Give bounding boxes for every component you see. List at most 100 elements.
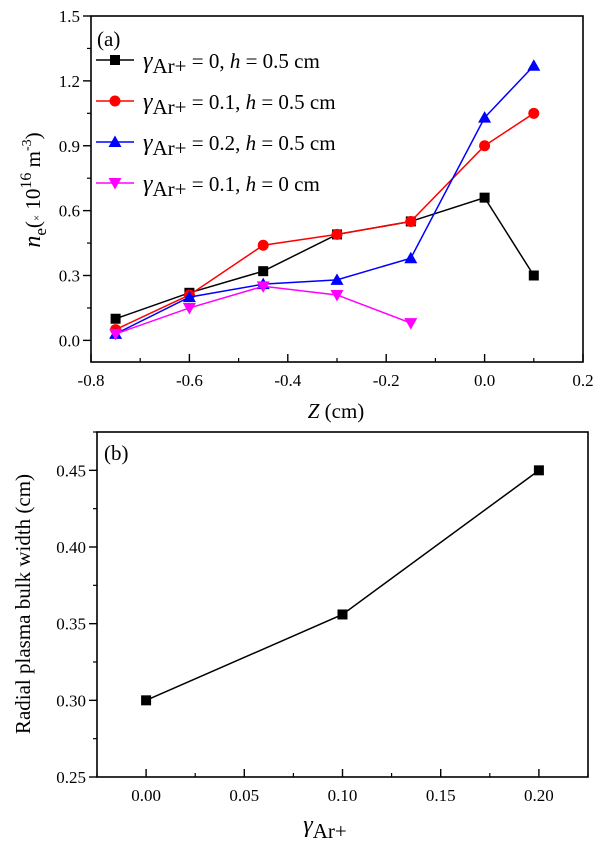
- y-axis-base: 10: [21, 189, 45, 215]
- series-triangle-down: [109, 281, 418, 341]
- data-point: [337, 609, 348, 620]
- legend-label: γAr+ = 0.1, h = 0 cm: [143, 171, 320, 201]
- data-point: [405, 215, 417, 227]
- data-point: [330, 289, 344, 302]
- series-line: [115, 285, 412, 335]
- legend-sub: Ar+: [152, 95, 186, 119]
- legend-item: γAr+ = 0.2, h = 0.5 cm: [96, 130, 336, 160]
- y-axis-title-b: Radial plasma bulk width (cm): [11, 474, 35, 734]
- y-tick-label: 0.45: [56, 461, 86, 480]
- legend-item: γAr+ = 0, h = 0.5 cm: [96, 48, 320, 78]
- data-point: [479, 140, 491, 152]
- y-tick-label: 0.35: [56, 615, 86, 634]
- y-tick-label: 1.2: [59, 72, 80, 91]
- data-point: [479, 192, 490, 203]
- y-tick-label: 0.25: [56, 768, 86, 787]
- x-axis-title-a: Z (cm): [308, 399, 365, 423]
- panel-b: 0.00 0.05 0.10 0.15 0.20 0.25 0.30 0.35 0.40 0.45…: [11, 431, 589, 843]
- legend-gamma: γ: [143, 48, 153, 74]
- x-axis-sub: Ar+: [313, 819, 347, 843]
- y-tick-label: 0.6: [59, 202, 80, 221]
- legend-h: h: [246, 172, 257, 196]
- data-point: [478, 111, 492, 123]
- ticks-a: -0.8 -0.6 -0.4 -0.2 0.0 0.2 0.0 0.3 0.6 0.9 1.2 1.5: [59, 7, 594, 390]
- legend-marker: [110, 55, 120, 65]
- legend-sub: Ar+: [152, 136, 186, 160]
- y-tick-label: 1.5: [59, 7, 80, 26]
- y-axis-times: ×: [31, 215, 43, 221]
- y-axis-close: ): [21, 132, 45, 139]
- data-point: [528, 107, 540, 119]
- data-point: [110, 313, 121, 324]
- data-point: [533, 465, 544, 476]
- x-tick-label: 0.2: [572, 371, 593, 390]
- y-tick-label: 0.0: [59, 331, 80, 350]
- x-axis-unit: (cm): [319, 399, 364, 423]
- plot-frame-b: [96, 431, 589, 778]
- x-axis-var: Z: [308, 399, 320, 423]
- legend-eq: = 0.1,: [186, 172, 245, 196]
- ticks-b: 0.00 0.05 0.10 0.15 0.20 0.25 0.30 0.35 0.40 0.45: [56, 431, 589, 805]
- x-tick-label: 0.15: [426, 786, 456, 805]
- data-point: [330, 273, 344, 285]
- y-axis-exp: 16: [18, 173, 35, 189]
- x-tick-label: 0.20: [524, 786, 554, 805]
- data-point: [182, 302, 196, 315]
- panel-label-b: (b): [104, 441, 129, 465]
- legend-sub: Ar+: [152, 54, 186, 78]
- y-axis-unit-exp: -3: [20, 139, 35, 151]
- series-line: [145, 469, 540, 702]
- data-point: [256, 281, 270, 293]
- x-tick-label: 0.10: [328, 786, 358, 805]
- legend-gamma: γ: [143, 171, 153, 197]
- y-axis-title-a: ne(× 1016 m-3): [18, 132, 50, 247]
- legend-rest: = 0.5 cm: [240, 49, 320, 73]
- y-axis-open: (: [21, 221, 45, 228]
- data-point: [404, 318, 418, 330]
- data-point: [257, 239, 269, 251]
- legend-item: γAr+ = 0.1, h = 0 cm: [96, 171, 320, 201]
- y-axis-sub: e: [31, 228, 50, 236]
- legend-label: γAr+ = 0.1, h = 0.5 cm: [143, 89, 336, 119]
- series-square: [141, 465, 544, 706]
- y-tick-label: 0.40: [56, 538, 86, 557]
- legend-label: γAr+ = 0.2, h = 0.5 cm: [143, 130, 336, 160]
- panel-a: -0.8 -0.6 -0.4 -0.2 0.0 0.2 0.0 0.3 0.6 0.9 1.2 1.5…: [18, 7, 594, 423]
- x-tick-label: -0.4: [274, 371, 301, 390]
- x-axis-title-b: γAr+: [303, 812, 346, 843]
- data-point: [182, 290, 196, 303]
- legend-h: h: [246, 131, 257, 155]
- x-tick-label: -0.6: [176, 371, 203, 390]
- data-point: [331, 228, 343, 240]
- x-tick-label: -0.2: [373, 371, 400, 390]
- legend-eq: = 0.2,: [186, 131, 245, 155]
- x-tick-label: -0.8: [78, 371, 105, 390]
- legend-sub: Ar+: [152, 177, 186, 201]
- legend-eq: = 0.1,: [186, 90, 245, 114]
- series-triangle-up: [109, 59, 541, 339]
- panel-label-a: (a): [97, 27, 120, 51]
- y-tick-label: 0.3: [59, 267, 80, 286]
- data-point: [141, 695, 152, 706]
- data-point: [527, 59, 541, 71]
- legend-rest: = 0.5 cm: [256, 90, 336, 114]
- data-point: [528, 270, 539, 281]
- y-tick-label: 0.30: [56, 691, 86, 710]
- data-point: [258, 266, 269, 277]
- legend-rest: = 0 cm: [256, 172, 320, 196]
- legend-label: γAr+ = 0, h = 0.5 cm: [143, 48, 320, 78]
- legend-rest: = 0.5 cm: [256, 131, 336, 155]
- legend-marker: [109, 95, 121, 107]
- legend-gamma: γ: [143, 130, 153, 156]
- x-tick-label: 0.05: [229, 786, 259, 805]
- series-b: [141, 465, 544, 706]
- y-tick-label: 0.9: [59, 137, 80, 156]
- legend-h: h: [230, 49, 241, 73]
- legend-marker: [108, 178, 122, 190]
- series-a: [109, 59, 541, 341]
- x-tick-label: 0.00: [131, 786, 161, 805]
- x-axis-gamma: γ: [303, 812, 313, 838]
- legend-eq: = 0,: [186, 49, 229, 73]
- legend-h: h: [246, 90, 257, 114]
